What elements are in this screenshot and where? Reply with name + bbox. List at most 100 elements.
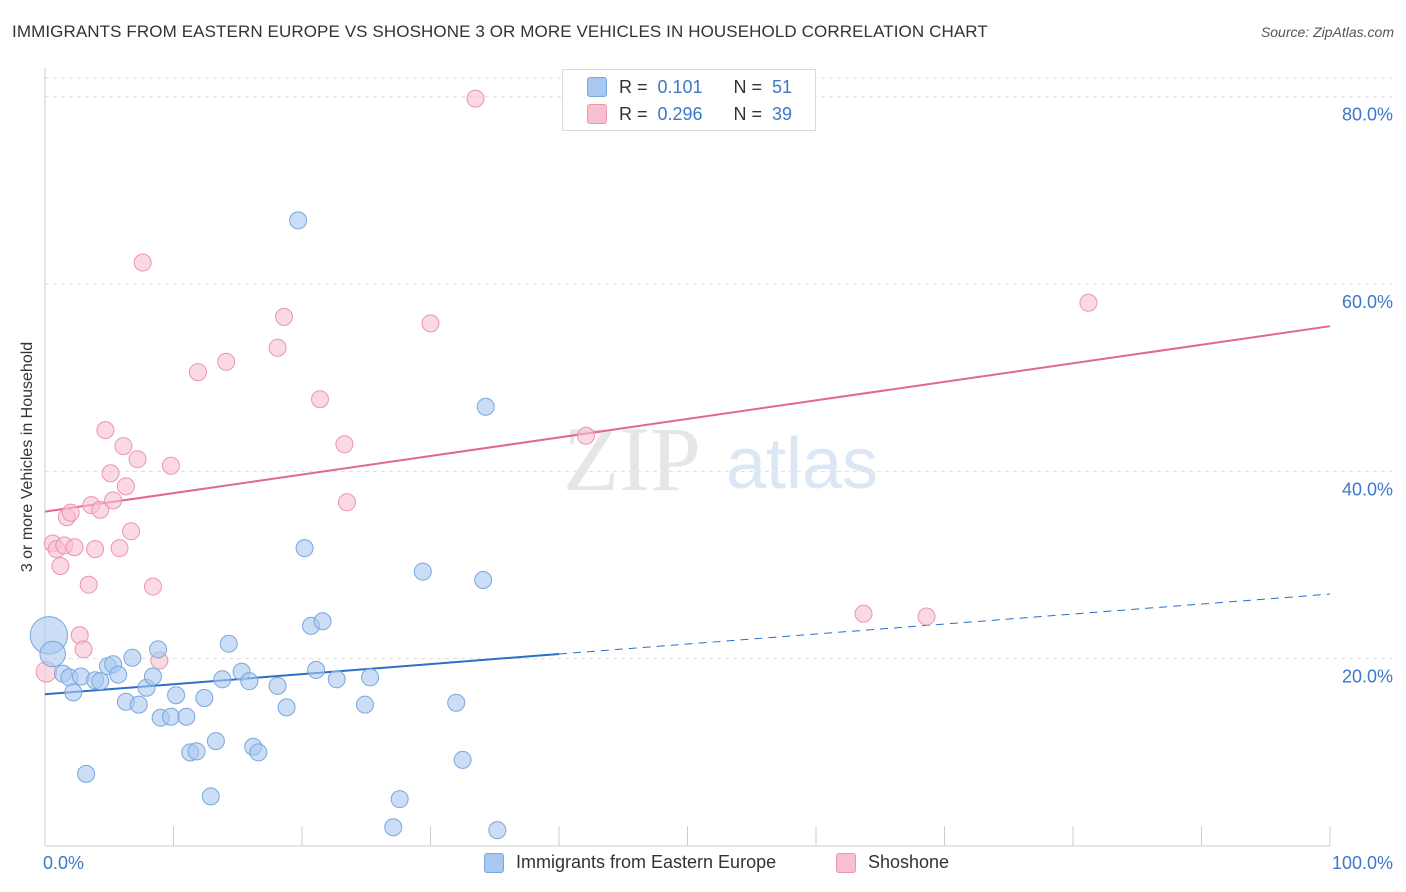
legend-n-label: N = bbox=[733, 76, 763, 97]
legend-n-label: N = bbox=[733, 103, 763, 124]
point-shoshone bbox=[104, 491, 123, 510]
point-eastern-europe bbox=[453, 750, 472, 769]
point-shoshone bbox=[114, 437, 133, 456]
point-shoshone bbox=[91, 500, 110, 519]
y-tick-label: 40.0% bbox=[1342, 479, 1393, 499]
trend-lines bbox=[44, 325, 1331, 696]
point-shoshone bbox=[217, 352, 236, 371]
point-eastern-europe bbox=[177, 707, 196, 726]
legend-row-shoshone: R = 0.296 N = 39 bbox=[587, 102, 793, 126]
series-legend-label: Shoshone bbox=[868, 852, 950, 872]
point-shoshone bbox=[275, 307, 294, 326]
point-eastern-europe bbox=[476, 397, 495, 416]
legend-r-value: 0.101 bbox=[657, 76, 703, 97]
point-eastern-europe bbox=[474, 571, 493, 590]
point-eastern-europe bbox=[307, 660, 326, 679]
point-shoshone bbox=[65, 538, 84, 557]
point-eastern-europe bbox=[109, 665, 128, 684]
correlation-legend: R = 0.101 N = 51 R = 0.296 N = 39 bbox=[562, 69, 816, 131]
gridlines bbox=[45, 77, 1392, 660]
trend-line-eastern-europe bbox=[44, 653, 560, 696]
point-shoshone bbox=[854, 604, 873, 623]
trend-line-shoshone bbox=[44, 325, 1331, 513]
point-eastern-europe bbox=[384, 818, 403, 837]
trend-line-eastern-europe-projection bbox=[558, 593, 1331, 655]
point-eastern-europe bbox=[413, 562, 432, 581]
legend-r-label: R = bbox=[619, 76, 648, 97]
point-eastern-europe bbox=[39, 640, 66, 668]
point-eastern-europe bbox=[195, 689, 214, 708]
point-shoshone bbox=[133, 253, 152, 272]
legend-row-eastern-europe: R = 0.101 N = 51 bbox=[587, 75, 793, 99]
source-label: Source: ZipAtlas.com bbox=[1260, 24, 1394, 40]
series-legend-label: Immigrants from Eastern Europe bbox=[516, 852, 777, 872]
point-shoshone bbox=[421, 314, 440, 333]
point-eastern-europe bbox=[77, 764, 96, 783]
point-eastern-europe bbox=[268, 676, 287, 695]
point-shoshone bbox=[917, 607, 936, 626]
series-legend: Immigrants from Eastern Europe Shoshone bbox=[0, 852, 1406, 878]
point-shoshone bbox=[1079, 293, 1098, 312]
point-eastern-europe bbox=[213, 670, 232, 689]
point-shoshone bbox=[110, 539, 129, 558]
legend-swatch-pink bbox=[587, 104, 607, 124]
point-eastern-europe bbox=[129, 695, 148, 714]
point-eastern-europe bbox=[91, 672, 110, 691]
point-shoshone bbox=[188, 363, 207, 382]
legend-swatch-blue bbox=[587, 77, 607, 97]
point-eastern-europe bbox=[161, 707, 180, 726]
legend-r-value: 0.296 bbox=[657, 103, 703, 124]
legend-n-value: 51 bbox=[772, 76, 793, 97]
legend-r-label: R = bbox=[619, 103, 648, 124]
y-tick-label: 60.0% bbox=[1342, 292, 1393, 312]
point-shoshone bbox=[337, 493, 356, 512]
point-shoshone bbox=[310, 390, 329, 409]
legend-n-value: 39 bbox=[772, 103, 793, 124]
series-legend-item-eastern-europe[interactable]: Immigrants from Eastern Europe bbox=[484, 852, 776, 873]
series-swatch-pink bbox=[836, 852, 856, 873]
tick-labels: 20.0% 40.0% 60.0% 80.0% 0.0% 100.0% bbox=[43, 105, 1393, 873]
point-shoshone bbox=[335, 435, 354, 454]
y-tick-label: 20.0% bbox=[1342, 667, 1393, 687]
point-shoshone bbox=[576, 426, 595, 445]
point-eastern-europe bbox=[149, 640, 168, 659]
chart-title: IMMIGRANTS FROM EASTERN EUROPE VS SHOSHO… bbox=[12, 22, 988, 41]
series-swatch-blue bbox=[484, 852, 504, 873]
point-eastern-europe bbox=[240, 672, 259, 691]
point-eastern-europe bbox=[167, 686, 186, 705]
point-eastern-europe bbox=[143, 667, 162, 686]
point-eastern-europe bbox=[201, 787, 220, 806]
watermark-zip: ZIP bbox=[563, 408, 701, 510]
axes bbox=[44, 68, 1331, 847]
x-tick-label: 0.0% bbox=[43, 853, 84, 873]
point-shoshone bbox=[128, 450, 147, 469]
point-shoshone bbox=[79, 575, 98, 594]
point-shoshone bbox=[268, 338, 287, 357]
point-eastern-europe bbox=[355, 695, 374, 714]
point-eastern-europe bbox=[361, 668, 380, 687]
point-eastern-europe bbox=[249, 743, 268, 762]
point-shoshone bbox=[74, 640, 93, 659]
point-shoshone bbox=[466, 89, 485, 108]
series-legend-item-shoshone[interactable]: Shoshone bbox=[836, 852, 949, 873]
point-shoshone bbox=[143, 577, 162, 596]
watermark-atlas: atlas bbox=[726, 424, 878, 504]
point-eastern-europe bbox=[123, 648, 142, 667]
point-shoshone bbox=[101, 464, 120, 483]
point-shoshone bbox=[86, 540, 105, 559]
point-shoshone bbox=[161, 456, 180, 475]
point-eastern-europe bbox=[289, 211, 308, 230]
point-shoshone bbox=[61, 503, 80, 522]
point-eastern-europe bbox=[313, 612, 332, 631]
x-tick-label: 100.0% bbox=[1332, 853, 1393, 873]
y-tick-label: 80.0% bbox=[1342, 105, 1393, 125]
point-shoshone bbox=[122, 522, 141, 541]
watermark: ZIP atlas bbox=[563, 408, 878, 510]
point-eastern-europe bbox=[187, 742, 206, 761]
point-eastern-europe bbox=[488, 821, 507, 840]
point-eastern-europe bbox=[206, 732, 225, 751]
data-points bbox=[29, 89, 1098, 840]
point-eastern-europe bbox=[447, 693, 466, 712]
point-eastern-europe bbox=[327, 670, 346, 689]
